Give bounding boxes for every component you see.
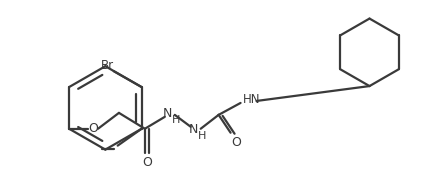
Text: H: H bbox=[197, 131, 206, 141]
Text: Br: Br bbox=[101, 59, 114, 72]
Text: HN: HN bbox=[242, 93, 260, 106]
Text: N: N bbox=[163, 107, 172, 120]
Text: H: H bbox=[171, 115, 180, 125]
Text: O: O bbox=[232, 136, 242, 149]
Text: O: O bbox=[142, 156, 152, 169]
Text: O: O bbox=[88, 122, 98, 135]
Text: N: N bbox=[189, 123, 198, 136]
